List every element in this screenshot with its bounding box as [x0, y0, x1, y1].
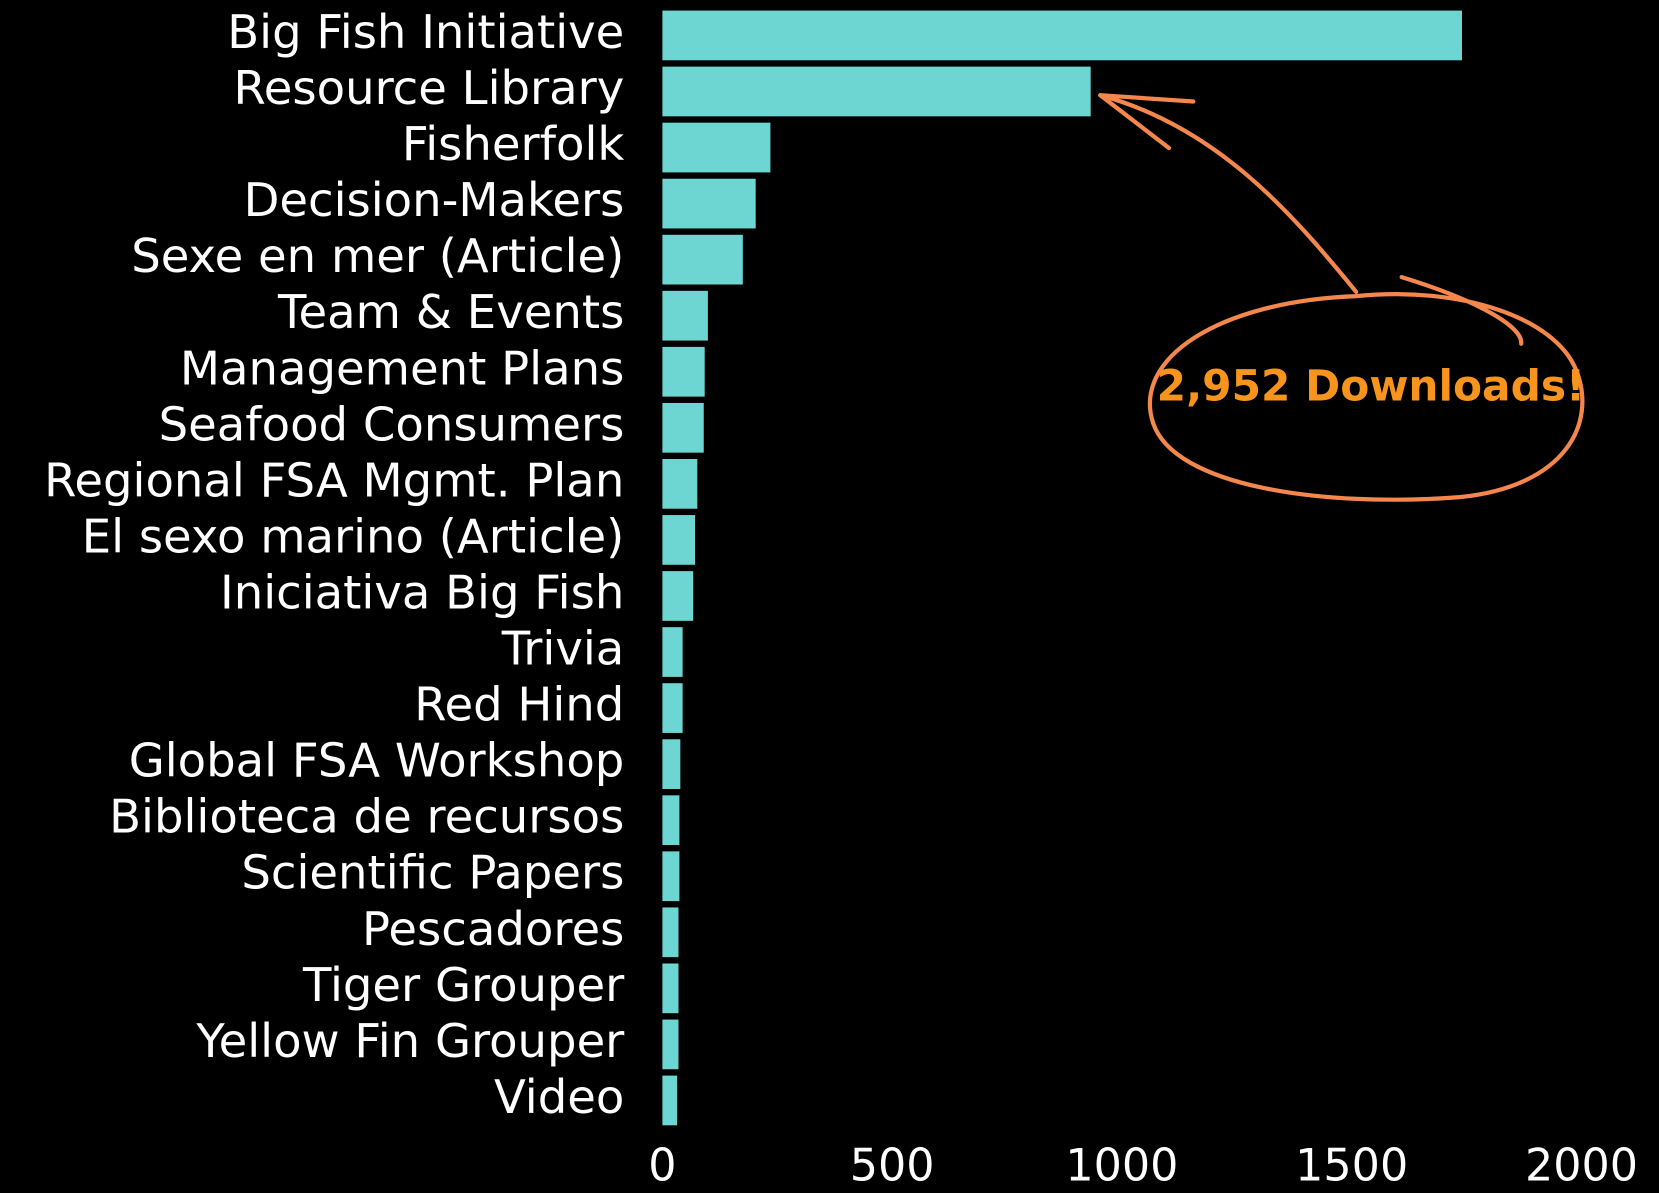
y-tick-label: Iniciativa Big Fish [220, 565, 624, 619]
y-tick-label: Fisherfolk [402, 117, 625, 171]
bar [662, 907, 679, 958]
y-tick-label: Trivia [501, 622, 625, 676]
y-tick-label: Regional FSA Mgmt. Plan [44, 453, 624, 507]
arrow-head [1098, 93, 1196, 151]
y-tick-label: Management Plans [180, 341, 624, 395]
bar [662, 178, 756, 229]
ellipse [1147, 274, 1585, 502]
bar [662, 739, 681, 789]
y-tick-label: Biblioteca de recursos [109, 790, 624, 844]
arrow [1098, 93, 1359, 295]
bar [662, 122, 771, 173]
bar [662, 795, 680, 846]
bar [662, 290, 708, 341]
y-tick-label: El sexo marino (Article) [82, 509, 625, 563]
x-tick-label: 1500 [1295, 1141, 1408, 1192]
y-tick-label: Red Hind [414, 678, 624, 732]
bar [662, 963, 679, 1014]
bar [662, 10, 1462, 61]
bar [662, 515, 696, 565]
bar [662, 402, 704, 453]
bar [662, 459, 698, 509]
bar [662, 683, 683, 733]
y-tick-label: Pescadores [362, 902, 624, 956]
bar [662, 346, 705, 397]
y-tick-label: Seafood Consumers [159, 397, 625, 451]
annotation: 2,952 Downloads! [1157, 362, 1586, 411]
bar [662, 851, 680, 902]
bar [662, 66, 1091, 117]
y-tick-label: Global FSA Workshop [129, 734, 625, 788]
y-tick-label: Tiger Grouper [302, 958, 625, 1012]
x-tick-label: 2000 [1525, 1141, 1638, 1192]
y-tick-label: Decision-Makers [244, 173, 625, 227]
x-tick-label: 500 [850, 1141, 935, 1192]
bar [662, 627, 683, 677]
x-tick-label: 1000 [1065, 1141, 1178, 1192]
bar [662, 571, 694, 621]
y-tick-label: Big Fish Initiative [227, 5, 624, 59]
y-tick-label: Resource Library [234, 61, 625, 115]
y-tick-label: Yellow Fin Grouper [195, 1014, 625, 1068]
bar [662, 1075, 678, 1126]
y-tick-label: Sexe en mer (Article) [131, 229, 624, 283]
x-tick-label: 0 [648, 1141, 676, 1192]
bar [662, 234, 743, 285]
annotation-shapes [1098, 93, 1585, 502]
y-tick-label: Video [494, 1070, 624, 1124]
y-tick-label: Team & Events [277, 285, 624, 339]
y-tick-label: Scientific Papers [241, 846, 624, 900]
bar [662, 1019, 679, 1070]
